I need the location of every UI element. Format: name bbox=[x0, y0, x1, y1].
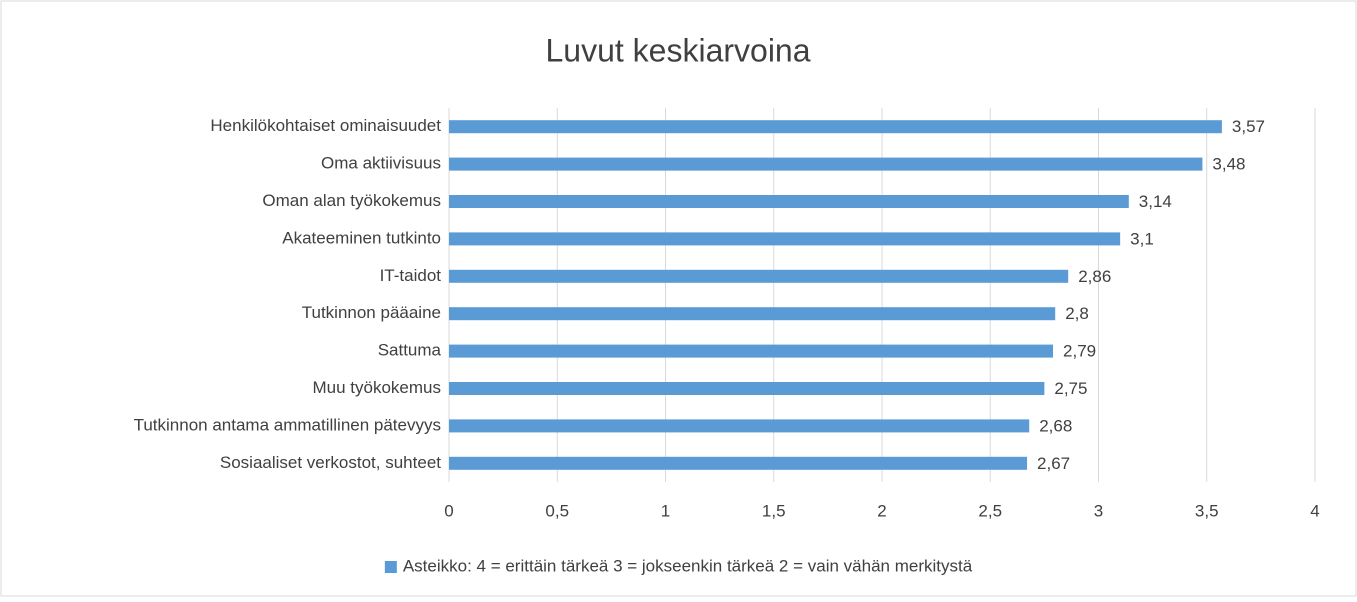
legend-label: Asteikko: 4 = erittäin tärkeä 3 = joksee… bbox=[403, 556, 973, 575]
value-label: 2,86 bbox=[1078, 267, 1111, 286]
legend-swatch bbox=[384, 561, 397, 573]
x-tick-label: 1 bbox=[661, 501, 670, 520]
value-label: 2,68 bbox=[1039, 416, 1072, 435]
value-label: 3,14 bbox=[1139, 192, 1172, 211]
value-label: 3,48 bbox=[1212, 155, 1245, 174]
value-label: 3,1 bbox=[1130, 229, 1154, 248]
value-label: 2,79 bbox=[1063, 342, 1096, 361]
category-label: Muu työkokemus bbox=[313, 378, 442, 397]
bar bbox=[449, 419, 1030, 433]
value-label: 2,67 bbox=[1037, 454, 1070, 473]
bar bbox=[449, 382, 1045, 395]
category-label: Akateeminen tutkinto bbox=[282, 228, 441, 247]
x-tick-label: 2 bbox=[877, 501, 886, 520]
value-label: 2,8 bbox=[1065, 304, 1089, 323]
category-label: Oma aktiivisuus bbox=[321, 154, 441, 173]
bar bbox=[449, 456, 1028, 470]
bar bbox=[449, 157, 1203, 171]
bar bbox=[449, 269, 1069, 283]
category-label: Oman alan työkokemus bbox=[262, 191, 441, 210]
x-tick-label: 1,5 bbox=[762, 501, 786, 520]
category-label: Sosiaaliset verkostot, suhteet bbox=[220, 453, 441, 472]
x-tick-label: 3 bbox=[1094, 501, 1103, 520]
x-tick-label: 3,5 bbox=[1195, 501, 1219, 520]
category-label: IT-taidot bbox=[380, 266, 442, 285]
bar bbox=[449, 232, 1121, 246]
category-label: Tutkinnon pääaine bbox=[302, 303, 441, 322]
category-label: Tutkinnon antama ammatillinen pätevyys bbox=[134, 415, 441, 434]
category-label: Henkilökohtaiset ominaisuudet bbox=[210, 116, 441, 135]
value-label: 3,57 bbox=[1232, 117, 1265, 136]
x-tick-label: 4 bbox=[1310, 501, 1319, 520]
x-tick-label: 0 bbox=[444, 501, 453, 520]
value-label: 2,75 bbox=[1054, 379, 1087, 398]
chart-title: Luvut keskiarvoina bbox=[545, 32, 810, 68]
x-tick-label: 2,5 bbox=[978, 501, 1002, 520]
bar bbox=[449, 344, 1054, 358]
category-label: Sattuma bbox=[378, 341, 442, 360]
bar bbox=[449, 195, 1129, 208]
x-tick-label: 0,5 bbox=[545, 501, 569, 520]
bar bbox=[449, 307, 1056, 321]
bar bbox=[449, 120, 1222, 134]
